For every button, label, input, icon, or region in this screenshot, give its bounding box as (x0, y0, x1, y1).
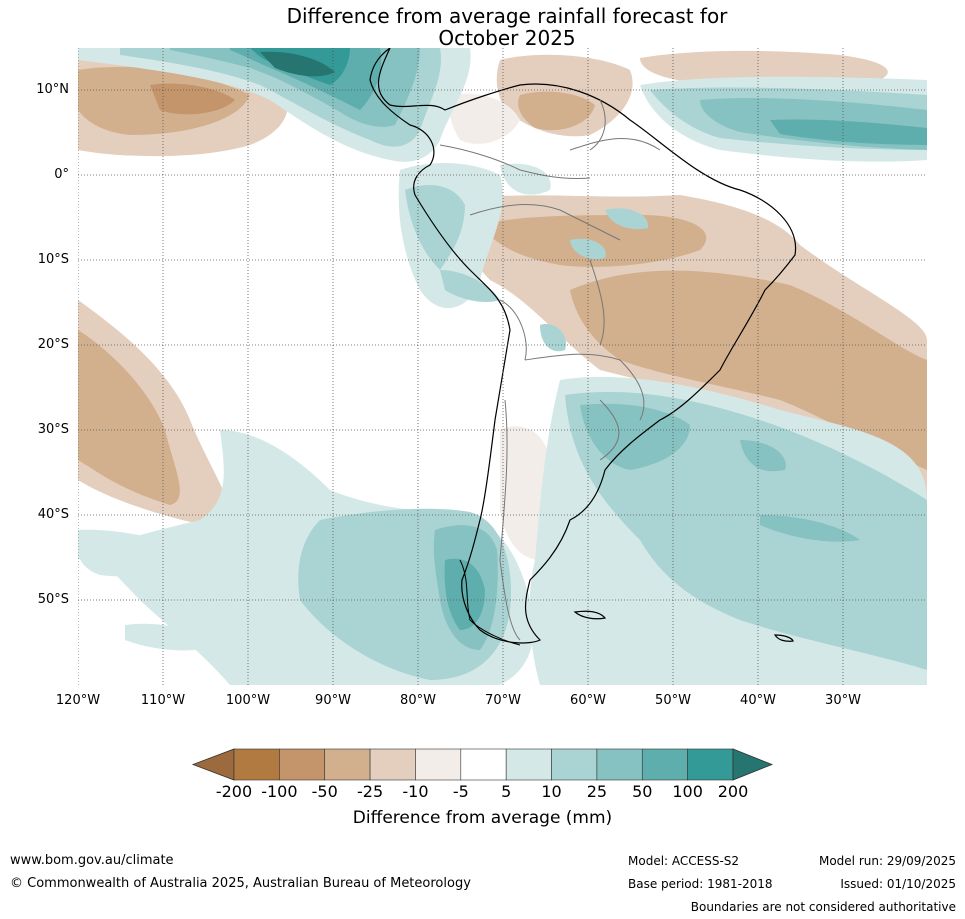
colorbar-tick-label: -10 (402, 782, 429, 801)
colorbar-box (551, 748, 598, 781)
colorbar-box (687, 748, 734, 781)
colorbar-tick-label: 25 (586, 782, 608, 801)
lon-label-80w: 80°W (400, 693, 436, 708)
lon-label-60w: 60°W (570, 693, 606, 708)
lat-label-50s: 50°S (37, 592, 69, 607)
footer-model: Model: ACCESS-S2 (628, 854, 740, 868)
lon-label-50w: 50°W (655, 693, 691, 708)
lon-label-120w: 120°W (55, 693, 101, 708)
colorbar-box (324, 748, 371, 781)
colorbar-title: Difference from average (mm) (352, 808, 613, 828)
footer-url: www.bom.gov.au/climate (10, 853, 174, 868)
colorbar-box (641, 748, 688, 781)
colorbar-tick-label: 50 (632, 782, 653, 801)
lon-label-110w: 110°W (140, 693, 186, 708)
lon-label-70w: 70°W (485, 693, 521, 708)
colorbar-box (233, 748, 280, 781)
colorbar-tick-label: 5 (501, 782, 512, 801)
lat-label-40s: 40°S (37, 507, 69, 522)
footer-boundaries: Boundaries are not considered authoritat… (690, 900, 956, 914)
colorbar-extend-low (191, 748, 235, 781)
colorbar-tick-label: 10 (541, 782, 562, 801)
colorbar-tick-label: -50 (311, 782, 338, 801)
colorbar-tick-label: 100 (672, 782, 703, 801)
lon-label-100w: 100°W (225, 693, 271, 708)
lat-label-10n: 10°N (36, 82, 69, 97)
country-borders (439, 99, 661, 641)
colorbar-box (505, 748, 552, 781)
colorbar-box (460, 748, 507, 781)
map-title-line2: October 2025 (438, 26, 576, 50)
colorbar-tick-label: -100 (261, 782, 298, 801)
lat-label-10s: 10°S (37, 252, 69, 267)
colorbar-extend-high (732, 748, 774, 781)
colorbar-box (596, 748, 643, 781)
colorbar-tick-label: -5 (452, 782, 469, 801)
colorbar-box (279, 748, 326, 781)
footer-copyright: © Commonwealth of Australia 2025, Austra… (10, 876, 471, 891)
dry-regions (78, 50, 927, 560)
lat-label-0: 0° (54, 167, 69, 182)
footer-model-run: Model run: 29/09/2025 (818, 854, 956, 868)
lon-label-90w: 90°W (315, 693, 351, 708)
lon-label-40w: 40°W (740, 693, 776, 708)
colorbar-box (415, 748, 462, 781)
colorbar-tick-label: -200 (215, 782, 253, 801)
footer-issued: Issued: 01/10/2025 (840, 877, 956, 891)
map-title-line1: Difference from average rainfall forecas… (286, 4, 728, 28)
lat-label-20s: 20°S (37, 337, 69, 352)
wet-regions (78, 48, 927, 685)
colorbar-box (369, 748, 416, 781)
colorbar-tick-label: -25 (357, 782, 384, 801)
footer-base-period: Base period: 1981-2018 (628, 877, 773, 891)
lon-label-30w: 30°W (825, 693, 861, 708)
colorbar-tick-label: 200 (717, 782, 749, 801)
lat-label-30s: 30°S (37, 422, 69, 437)
gridlines (78, 48, 927, 685)
